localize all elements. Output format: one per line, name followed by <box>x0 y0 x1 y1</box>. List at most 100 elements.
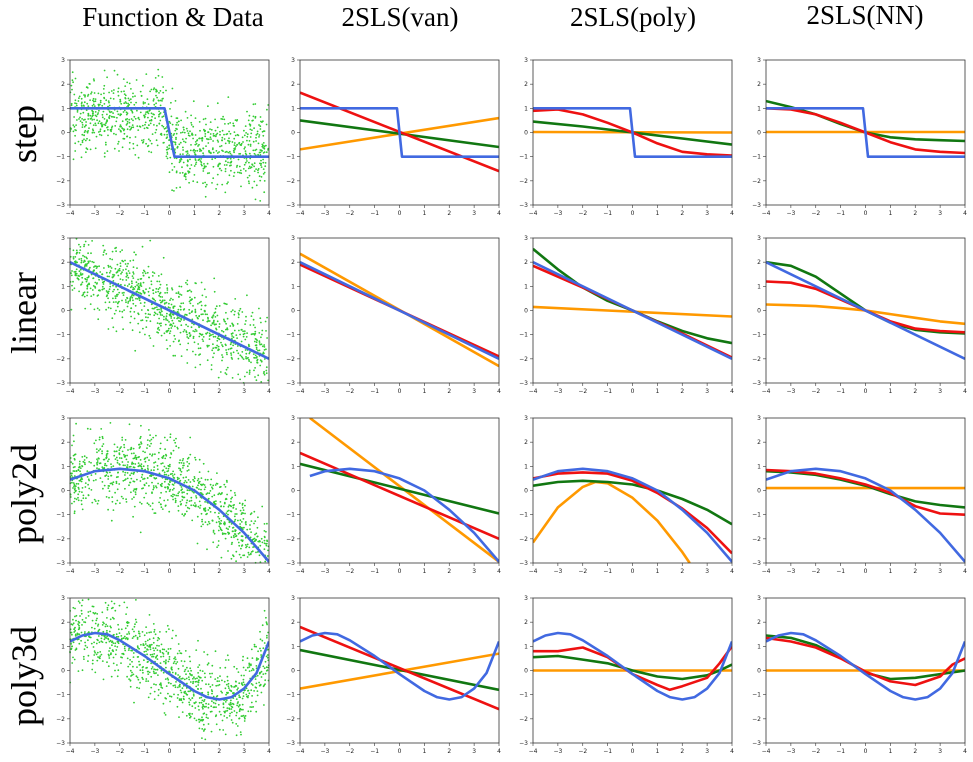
data-point <box>178 491 181 493</box>
data-point <box>128 632 131 635</box>
y-tick-label: 0 <box>757 308 761 315</box>
data-point <box>181 687 184 690</box>
data-point <box>83 243 86 246</box>
data-point <box>231 335 234 337</box>
data-point <box>74 607 76 610</box>
data-point <box>202 707 204 710</box>
data-point <box>83 255 86 258</box>
data-point <box>149 505 152 507</box>
data-point <box>161 314 164 316</box>
x-tick-label: −4 <box>66 210 75 217</box>
data-point <box>242 330 245 333</box>
data-point <box>205 145 207 148</box>
data-point <box>162 469 165 472</box>
data-point <box>241 697 244 700</box>
data-point <box>206 478 209 481</box>
data-point <box>198 354 200 356</box>
data-point <box>192 694 195 697</box>
data-point <box>87 112 90 115</box>
y-tick-label: 0 <box>291 130 295 137</box>
x-tick-label: 3 <box>705 210 709 217</box>
data-point <box>244 536 247 539</box>
data-point <box>184 110 187 113</box>
data-point <box>208 506 211 509</box>
data-point <box>126 472 129 474</box>
data-point <box>240 340 243 343</box>
data-point <box>71 662 74 664</box>
data-point <box>172 662 175 665</box>
y-tick-label: 2 <box>524 81 528 88</box>
data-point <box>170 297 172 300</box>
data-point <box>149 692 152 695</box>
data-point <box>79 120 82 122</box>
data-point <box>180 660 183 662</box>
data-point <box>85 256 88 259</box>
data-point <box>129 136 131 139</box>
data-point <box>82 119 85 121</box>
data-point <box>136 686 138 689</box>
data-point <box>107 487 110 489</box>
data-point <box>189 712 191 715</box>
data-point <box>216 102 219 105</box>
data-point <box>92 97 95 100</box>
data-point <box>108 275 110 278</box>
column-title-function-data: Function & Data <box>82 2 264 32</box>
data-point <box>263 147 266 150</box>
data-point <box>142 101 145 103</box>
data-point <box>189 660 192 663</box>
data-point <box>85 280 88 283</box>
data-point <box>152 485 155 487</box>
data-point <box>166 439 169 442</box>
data-point <box>131 293 134 296</box>
data-point <box>240 328 243 331</box>
data-point <box>97 449 100 452</box>
data-point <box>131 637 134 639</box>
data-point <box>161 648 164 651</box>
data-point <box>120 628 123 631</box>
data-point <box>242 692 245 694</box>
series-line-red-poly3d-2 <box>533 645 732 692</box>
data-point <box>213 323 216 326</box>
data-point <box>248 165 251 168</box>
data-point <box>243 129 245 132</box>
data-point <box>99 655 101 658</box>
data-point <box>96 659 99 662</box>
x-tick-label: −2 <box>578 210 587 217</box>
data-point <box>131 463 133 465</box>
series-line-function-step-3 <box>766 107 965 158</box>
data-point <box>198 664 201 666</box>
data-point <box>111 644 113 647</box>
y-tick-label: 0 <box>757 488 761 495</box>
data-point <box>105 641 108 644</box>
data-point <box>227 505 230 508</box>
data-point <box>164 714 167 716</box>
x-tick-label: 1 <box>888 388 892 395</box>
x-tick-label: −4 <box>529 388 538 395</box>
data-point <box>133 115 136 118</box>
data-point <box>229 712 232 715</box>
data-point <box>148 671 151 674</box>
y-tick-label: 1 <box>524 105 528 112</box>
data-point <box>146 477 149 479</box>
y-tick-label: −2 <box>519 356 528 363</box>
data-point <box>100 122 103 124</box>
data-point <box>247 343 250 346</box>
data-point <box>226 182 229 185</box>
data-point <box>107 264 110 267</box>
data-point <box>102 254 105 256</box>
data-point <box>191 134 194 136</box>
data-point <box>103 69 106 72</box>
data-point <box>179 186 182 189</box>
data-point <box>156 96 159 99</box>
data-point <box>185 481 188 484</box>
data-point <box>101 116 104 119</box>
data-point <box>79 116 81 119</box>
data-point <box>158 92 160 94</box>
data-point <box>227 550 229 552</box>
data-point <box>101 445 104 448</box>
data-point <box>153 653 156 655</box>
data-point <box>149 320 152 323</box>
data-point <box>121 652 124 655</box>
data-point <box>150 675 153 678</box>
data-point <box>162 115 165 118</box>
